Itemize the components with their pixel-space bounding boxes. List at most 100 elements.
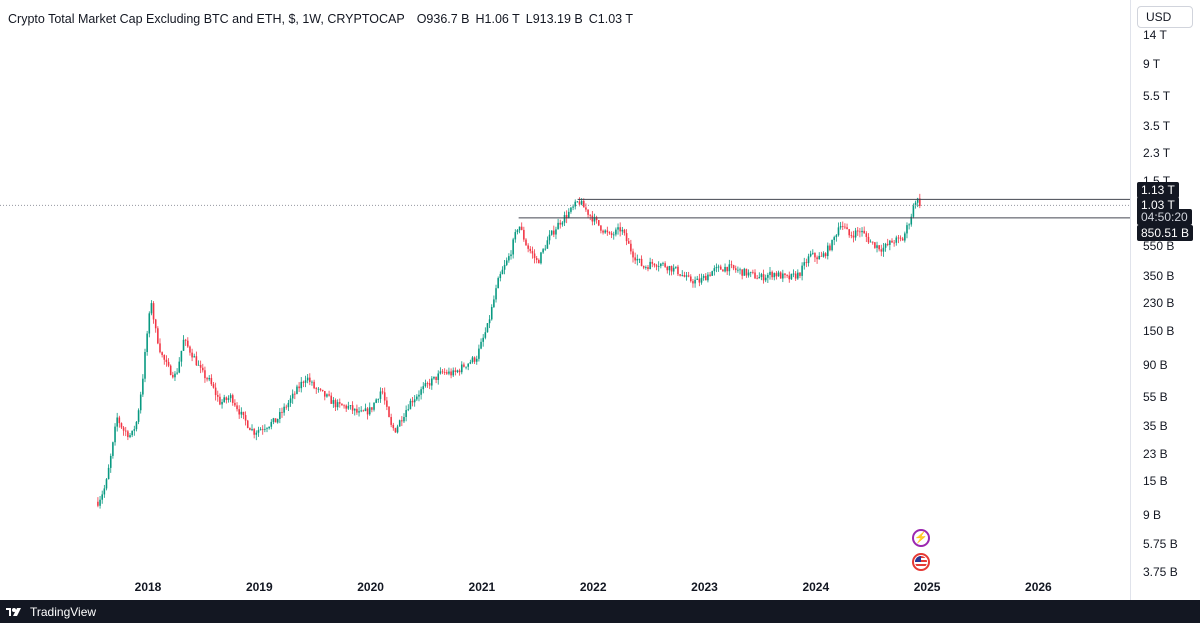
candle-up (797, 272, 799, 279)
candle-down (443, 372, 446, 373)
currency-button[interactable]: USD (1137, 6, 1193, 28)
candle-up (615, 229, 617, 235)
candle-down (199, 364, 202, 368)
candle-down (533, 253, 536, 259)
price-axis-label: 9 T (1143, 56, 1161, 71)
candle-down (343, 405, 345, 407)
bar-countdown-tag: 04:50:20 (1137, 209, 1192, 226)
candle-up (148, 313, 151, 334)
candle-up (739, 269, 741, 271)
time-axis-label: 2024 (802, 580, 830, 594)
candle-down (210, 377, 213, 385)
candle-down (341, 403, 343, 406)
candle-down (159, 343, 161, 353)
candle-up (801, 265, 803, 276)
candle-down (664, 263, 666, 267)
candle-down (154, 319, 157, 329)
candle-down (219, 396, 221, 405)
candle-down (867, 236, 870, 243)
candle-up (129, 435, 131, 438)
candle-down (157, 328, 159, 344)
candle-down (189, 346, 191, 353)
candle-up (495, 288, 497, 300)
candle-up (358, 411, 360, 413)
candle-down (704, 275, 707, 281)
chart-legend: Crypto Total Market Cap Excluding BTC an… (8, 10, 633, 28)
candle-up (910, 216, 913, 225)
candle-up (349, 405, 352, 407)
candle-down (450, 371, 452, 376)
candle-up (353, 408, 356, 411)
symbol-title[interactable]: Crypto Total Market Cap Excluding BTC an… (8, 12, 405, 26)
candle-down (794, 273, 797, 279)
time-axis-label: 2023 (691, 580, 718, 594)
candle-down (386, 400, 388, 407)
candle-down (234, 402, 236, 406)
candle-down (591, 215, 594, 222)
candle-up (306, 377, 309, 381)
candle-up (728, 264, 731, 272)
candle-up (433, 376, 435, 379)
candle-up (418, 394, 420, 397)
candle-down (820, 255, 823, 257)
candle-up (178, 361, 181, 373)
candle-up (465, 366, 467, 368)
candle-up (505, 260, 508, 265)
candle-up (251, 428, 253, 431)
candle-up (471, 357, 474, 363)
candle-down (610, 233, 613, 235)
candle-up (777, 272, 780, 277)
candle-down (225, 397, 228, 400)
open-value: 936.7 B (426, 12, 470, 26)
candle-down (856, 230, 859, 232)
candle-up (812, 252, 814, 254)
candle-up (876, 245, 878, 248)
candle-down (756, 278, 758, 280)
candle-up (182, 339, 185, 351)
candle-up (139, 394, 142, 411)
chart-pane[interactable]: Crypto Total Market Cap Excluding BTC an… (0, 0, 1130, 600)
candle-up (668, 266, 671, 271)
candle-up (146, 333, 148, 353)
candle-down (871, 241, 874, 243)
candle-up (574, 201, 577, 207)
price-axis-label: 350 B (1143, 268, 1175, 283)
candle-down (285, 406, 288, 408)
candle-down (294, 393, 296, 395)
candle-down (653, 263, 656, 266)
candle-down (632, 251, 634, 258)
candle-down (788, 275, 791, 280)
candle-down (600, 225, 602, 231)
candle-up (137, 410, 140, 422)
candle-down (844, 226, 846, 228)
candle-down (709, 274, 711, 276)
candle-up (711, 271, 714, 276)
candle-up (557, 222, 559, 230)
price-chart[interactable] (0, 0, 1130, 600)
candle-down (535, 258, 538, 260)
candle-up (409, 400, 412, 410)
candle-down (559, 222, 562, 225)
candle-down (212, 384, 215, 388)
candle-up (135, 421, 138, 430)
candle-up (839, 226, 842, 228)
candle-up (116, 417, 118, 427)
candle-up (835, 235, 838, 238)
open-key: O (416, 12, 427, 26)
price-axis-label: 5.5 T (1143, 88, 1171, 103)
candle-down (345, 405, 347, 409)
candle-up (700, 277, 703, 283)
lightning-event-icon[interactable]: ⚡ (912, 529, 930, 547)
candle-down (655, 265, 658, 267)
candle-down (338, 402, 341, 404)
candle-down (330, 395, 333, 404)
candle-up (555, 229, 557, 235)
tradingview-logo[interactable]: TradingView (6, 605, 96, 619)
candle-up (420, 389, 422, 395)
candle-down (852, 235, 855, 238)
us-flag-event-icon[interactable] (912, 553, 930, 571)
candle-up (882, 247, 885, 252)
candle-up (916, 198, 919, 203)
candle-up (636, 258, 639, 261)
